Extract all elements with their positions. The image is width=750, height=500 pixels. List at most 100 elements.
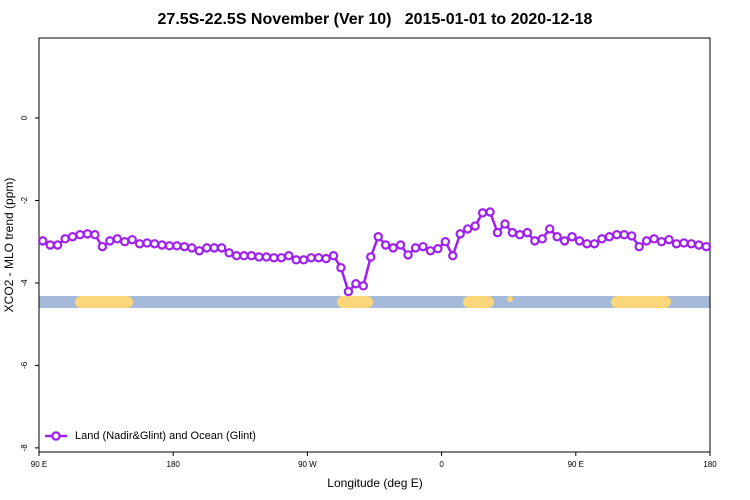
data-point bbox=[366, 252, 376, 262]
data-point bbox=[582, 239, 592, 249]
data-point bbox=[604, 232, 615, 242]
data-point bbox=[90, 229, 100, 240]
data-point bbox=[60, 234, 70, 244]
data-point bbox=[522, 227, 533, 238]
data-point bbox=[656, 237, 667, 247]
data-point bbox=[574, 236, 585, 246]
data-point bbox=[149, 239, 160, 249]
data-point bbox=[545, 224, 555, 234]
data-point bbox=[380, 240, 391, 250]
x-tick-label: 0 bbox=[439, 460, 444, 469]
data-point bbox=[254, 252, 264, 262]
data-point bbox=[351, 279, 361, 289]
data-point bbox=[462, 224, 473, 234]
data-point bbox=[403, 250, 413, 260]
data-point bbox=[485, 207, 495, 217]
data-point bbox=[477, 208, 488, 218]
x-axis-label: Longitude (deg E) bbox=[327, 476, 422, 490]
data-point bbox=[142, 238, 152, 248]
data-point bbox=[321, 253, 331, 264]
data-point bbox=[187, 243, 197, 253]
data-point bbox=[52, 240, 63, 250]
data-point bbox=[649, 234, 659, 244]
data-point bbox=[105, 236, 115, 246]
data-point bbox=[612, 229, 622, 240]
data-point bbox=[306, 253, 316, 263]
data-point bbox=[641, 236, 652, 246]
land-band bbox=[337, 296, 373, 308]
x-tick-label: 90 E bbox=[568, 460, 584, 469]
chart-title: 27.5S-22.5S November (Ver 10) 2015-01-01… bbox=[158, 11, 593, 28]
data-point bbox=[567, 232, 577, 242]
data-point bbox=[433, 244, 443, 254]
data-point bbox=[239, 251, 249, 261]
data-point bbox=[284, 251, 294, 261]
data-point bbox=[448, 251, 458, 261]
data-point bbox=[261, 252, 272, 262]
data-point bbox=[336, 262, 346, 273]
data-point bbox=[172, 241, 182, 251]
data-point bbox=[120, 237, 130, 247]
data-point bbox=[500, 219, 510, 229]
data-point bbox=[418, 241, 428, 252]
x-tick-label: 90 E bbox=[31, 460, 47, 469]
data-point bbox=[686, 239, 697, 249]
data-point bbox=[694, 240, 704, 250]
data-point bbox=[343, 286, 354, 297]
y-tick-label: 0 bbox=[20, 115, 29, 120]
y-tick-label: -8 bbox=[20, 444, 29, 452]
ocean-band bbox=[39, 296, 710, 308]
data-point bbox=[530, 236, 540, 246]
data-point bbox=[425, 246, 436, 256]
data-point bbox=[537, 234, 547, 244]
data-point bbox=[216, 243, 227, 253]
x-tick-label: 90 W bbox=[298, 460, 317, 469]
data-point bbox=[38, 236, 48, 246]
data-point bbox=[515, 229, 525, 240]
data-point bbox=[164, 241, 175, 251]
data-point bbox=[440, 237, 451, 247]
data-point bbox=[224, 248, 234, 258]
data-point bbox=[313, 253, 324, 263]
data-point bbox=[231, 251, 242, 261]
data-point bbox=[82, 229, 93, 239]
land-band bbox=[507, 296, 513, 302]
data-point bbox=[410, 243, 421, 253]
data-point bbox=[97, 241, 108, 252]
data-point bbox=[134, 239, 145, 249]
data-point bbox=[202, 243, 212, 253]
data-point bbox=[664, 234, 674, 245]
data-point bbox=[276, 253, 287, 263]
data-point bbox=[559, 236, 570, 246]
data-point bbox=[291, 255, 301, 265]
data-point bbox=[634, 241, 644, 252]
data-point bbox=[552, 232, 562, 242]
data-point bbox=[492, 227, 503, 238]
data-point bbox=[157, 240, 167, 250]
data-line bbox=[42, 210, 707, 294]
data-point bbox=[671, 239, 682, 249]
land-band bbox=[611, 296, 671, 308]
data-point bbox=[112, 234, 122, 244]
data-point bbox=[388, 243, 398, 253]
data-point bbox=[358, 281, 369, 291]
data-point bbox=[373, 232, 383, 242]
data-point bbox=[269, 253, 279, 263]
data-point bbox=[701, 241, 711, 252]
land-band bbox=[75, 296, 133, 308]
y-tick-label: -4 bbox=[20, 279, 29, 287]
data-point bbox=[597, 234, 607, 244]
data-point bbox=[194, 246, 204, 256]
x-tick-label: 180 bbox=[703, 460, 717, 469]
legend-label: Land (Nadir&Glint) and Ocean (Glint) bbox=[75, 430, 256, 442]
data-point bbox=[298, 255, 309, 265]
data-point bbox=[455, 229, 465, 239]
y-tick-label: -6 bbox=[20, 361, 29, 369]
data-point bbox=[209, 243, 219, 253]
data-point bbox=[328, 251, 339, 261]
y-tick-label: -2 bbox=[20, 196, 29, 204]
land-ocean-strip bbox=[39, 296, 710, 308]
data-point bbox=[127, 234, 137, 245]
data-point bbox=[75, 229, 85, 240]
